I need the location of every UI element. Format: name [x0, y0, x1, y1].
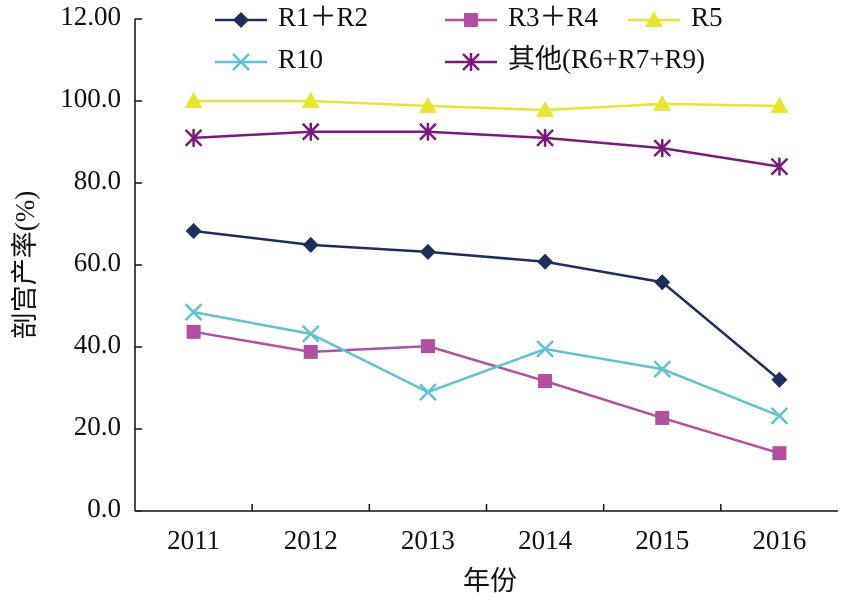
x-tick-label: 2012 — [284, 525, 338, 555]
marker — [655, 410, 670, 425]
series-line — [193, 330, 780, 455]
marker — [184, 92, 203, 108]
x-tick-label: 2011 — [167, 525, 220, 555]
marker — [419, 122, 437, 141]
marker — [771, 371, 788, 388]
y-tick-label: 100.0 — [60, 83, 121, 113]
legend-label: R3＋R4 — [508, 2, 599, 32]
series-line — [193, 229, 781, 381]
legend-label: R10 — [278, 44, 323, 74]
y-tick-label: 12.00 — [60, 1, 121, 31]
marker — [184, 303, 203, 322]
marker — [645, 11, 663, 27]
x-tick-label: 2015 — [635, 525, 689, 555]
legend-label: 其他(R6+R7+R9) — [508, 44, 705, 74]
y-tick-label: 40.0 — [74, 329, 121, 359]
marker — [770, 157, 789, 176]
marker — [536, 340, 554, 358]
marker — [464, 13, 478, 27]
y-tick-label: 0.0 — [87, 493, 121, 523]
marker — [653, 94, 672, 111]
x-tick-label: 2014 — [518, 525, 573, 555]
marker — [419, 243, 436, 260]
marker — [420, 339, 435, 354]
y-tick-label: 20.0 — [74, 411, 121, 441]
marker — [772, 446, 787, 461]
marker — [654, 274, 671, 291]
x-tick-label: 2013 — [401, 525, 455, 555]
marker — [185, 222, 202, 239]
marker — [536, 101, 555, 118]
series-line — [193, 310, 780, 418]
marker — [537, 253, 554, 270]
y-axis-label: 剖宫产率(%) — [10, 191, 40, 339]
legend-label: R1＋R2 — [278, 2, 368, 32]
marker — [301, 92, 320, 108]
marker — [653, 139, 672, 158]
marker — [302, 236, 319, 253]
marker — [538, 374, 553, 389]
marker — [653, 360, 672, 379]
y-tick-label: 80.0 — [74, 165, 121, 195]
marker — [184, 128, 203, 147]
marker — [186, 324, 201, 339]
marker — [770, 406, 789, 425]
marker — [301, 324, 320, 343]
y-tick-label: 60.0 — [74, 247, 121, 277]
marker — [770, 96, 789, 113]
marker — [232, 53, 250, 71]
legend-label: R5 — [691, 2, 723, 32]
marker — [301, 122, 320, 141]
series-line — [193, 130, 780, 168]
series-line — [193, 99, 780, 112]
marker — [418, 96, 437, 113]
marker — [303, 344, 318, 359]
marker — [462, 53, 480, 71]
x-tick-label: 2016 — [752, 525, 806, 555]
x-axis-label: 年份 — [463, 566, 517, 596]
marker — [233, 12, 249, 28]
marker — [419, 383, 437, 401]
marker — [536, 128, 554, 147]
